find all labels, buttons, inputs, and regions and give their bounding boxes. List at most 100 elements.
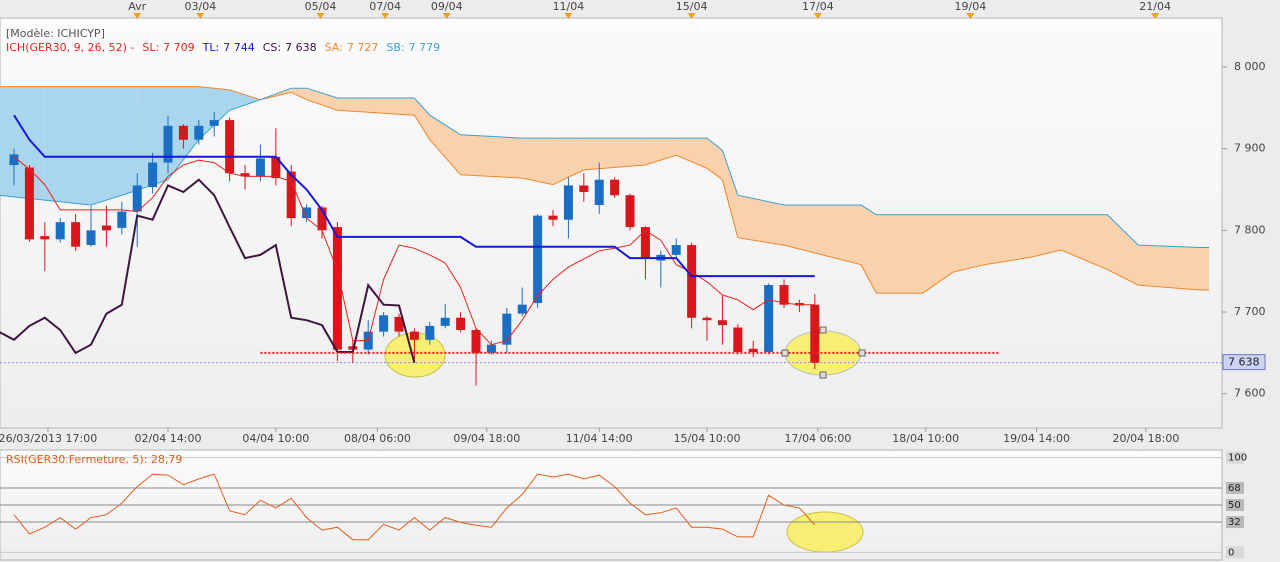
indicator-legend: ICH(GER30, 9, 26, 52) - SL: 7 709 TL: 7 744 C… xyxy=(6,41,440,54)
x-tick-label: 04/04 10:00 xyxy=(242,432,309,445)
candle-body xyxy=(764,285,774,353)
y-tick-label: 7 800 xyxy=(1234,223,1266,236)
candle-body xyxy=(625,195,635,228)
candle-body xyxy=(394,316,404,332)
cloud-fill xyxy=(953,214,985,273)
x-tick-label: 11/04 14:00 xyxy=(566,432,633,445)
legend-value: 7 727 xyxy=(347,41,379,54)
candle-body xyxy=(40,236,50,240)
candle-body xyxy=(194,125,204,140)
candle-body xyxy=(702,317,712,321)
candle-body xyxy=(225,120,235,174)
candle-body xyxy=(687,245,697,318)
handle xyxy=(819,371,827,379)
cloud-fill xyxy=(1061,214,1108,270)
candle-body xyxy=(409,331,419,340)
candle-body xyxy=(579,185,589,192)
candle-body xyxy=(9,154,19,166)
candle-body xyxy=(502,313,512,345)
top-tick xyxy=(687,13,696,19)
x-tick-label: 08/04 06:00 xyxy=(344,432,411,445)
cloud-fill xyxy=(722,150,738,238)
y-tick-label: 7 900 xyxy=(1234,142,1266,155)
last-price-box xyxy=(1222,354,1266,371)
cloud-fill xyxy=(137,86,169,191)
cloud-fill xyxy=(1138,245,1200,290)
top-tick xyxy=(381,13,390,19)
rsi-marks xyxy=(13,473,816,541)
legend-name: SL: xyxy=(142,41,159,54)
y-tick-box xyxy=(1226,451,1244,464)
candle-body xyxy=(779,285,789,305)
cloud-fill xyxy=(1107,214,1139,286)
handle xyxy=(858,349,866,357)
legend-value: 7 638 xyxy=(285,41,317,54)
candle-body xyxy=(594,179,604,206)
top-tick xyxy=(813,13,822,19)
y-tick-box xyxy=(1226,499,1244,511)
rsi-line xyxy=(13,473,816,541)
candle-body xyxy=(209,120,219,126)
cloud xyxy=(0,86,1210,294)
cloud-fill xyxy=(676,138,708,169)
candle-body xyxy=(317,207,327,231)
y-tick-box xyxy=(1226,481,1244,494)
legend-name: CS: xyxy=(263,41,281,54)
candle-body xyxy=(533,215,543,304)
x-tick-label: 26/03/2013 17:00 xyxy=(0,432,97,445)
candle-body xyxy=(379,315,389,332)
x-tick-label: 19/04 14:00 xyxy=(1003,432,1070,445)
candle-body xyxy=(271,156,281,179)
candle-body xyxy=(440,317,450,326)
legend-name: TL: xyxy=(202,41,220,54)
y-tick-label: 32 xyxy=(1228,517,1241,528)
candle-body xyxy=(240,173,250,177)
handle xyxy=(781,349,789,357)
handle xyxy=(819,326,827,334)
candle-body xyxy=(563,185,573,220)
y-tick-label: 7 600 xyxy=(1234,387,1266,400)
legend-name: SB: xyxy=(386,41,404,54)
model-label: [Modèle: ICHICYP] xyxy=(6,27,105,40)
candle-body xyxy=(717,320,727,326)
rsi-title: RSI(GER30.Fermeture, 5): 28,79 xyxy=(6,453,182,466)
top-tick-label: 11/04 xyxy=(553,0,585,13)
candle-body xyxy=(810,304,820,363)
top-tick-label: 19/04 xyxy=(955,0,987,13)
cloud-fill xyxy=(922,214,954,294)
top-tick xyxy=(1151,13,1160,19)
cloud-fill xyxy=(337,98,415,116)
legend-value: 7 779 xyxy=(409,41,441,54)
candle-body xyxy=(255,158,265,177)
y-tick-label: 8 000 xyxy=(1234,60,1266,73)
top-tick-label: 05/04 xyxy=(305,0,337,13)
candle-body xyxy=(456,317,466,330)
candle-body xyxy=(425,325,435,340)
candle-body xyxy=(548,215,558,220)
axes: 8 000 7 900 7 800 7 700 7 600 26/03/2013 17:0… xyxy=(0,60,1266,559)
cloud-fill xyxy=(306,88,338,111)
candle-body xyxy=(640,227,650,259)
legend-value: 7 744 xyxy=(223,41,255,54)
candle-body xyxy=(101,225,111,231)
cloud-fill xyxy=(291,88,307,100)
x-tick-label: 09/04 18:00 xyxy=(453,432,520,445)
candle-body xyxy=(24,167,34,240)
cloud-fill xyxy=(553,138,584,185)
indicator-line xyxy=(13,114,815,278)
y-tick-box xyxy=(1226,516,1244,529)
candle-body xyxy=(163,125,173,163)
x-tick-label: 02/04 14:00 xyxy=(135,432,202,445)
top-tick-label: 09/04 xyxy=(431,0,463,13)
candle-body xyxy=(733,327,743,353)
y-tick-label: 7 700 xyxy=(1234,305,1266,318)
cloud-fill xyxy=(460,134,523,179)
candle-body xyxy=(148,162,158,188)
cloud-fill xyxy=(583,138,646,170)
top-tick xyxy=(316,13,325,19)
legend-value: 7 709 xyxy=(163,41,195,54)
top-tick xyxy=(442,13,451,19)
cloud-fill xyxy=(707,138,723,180)
